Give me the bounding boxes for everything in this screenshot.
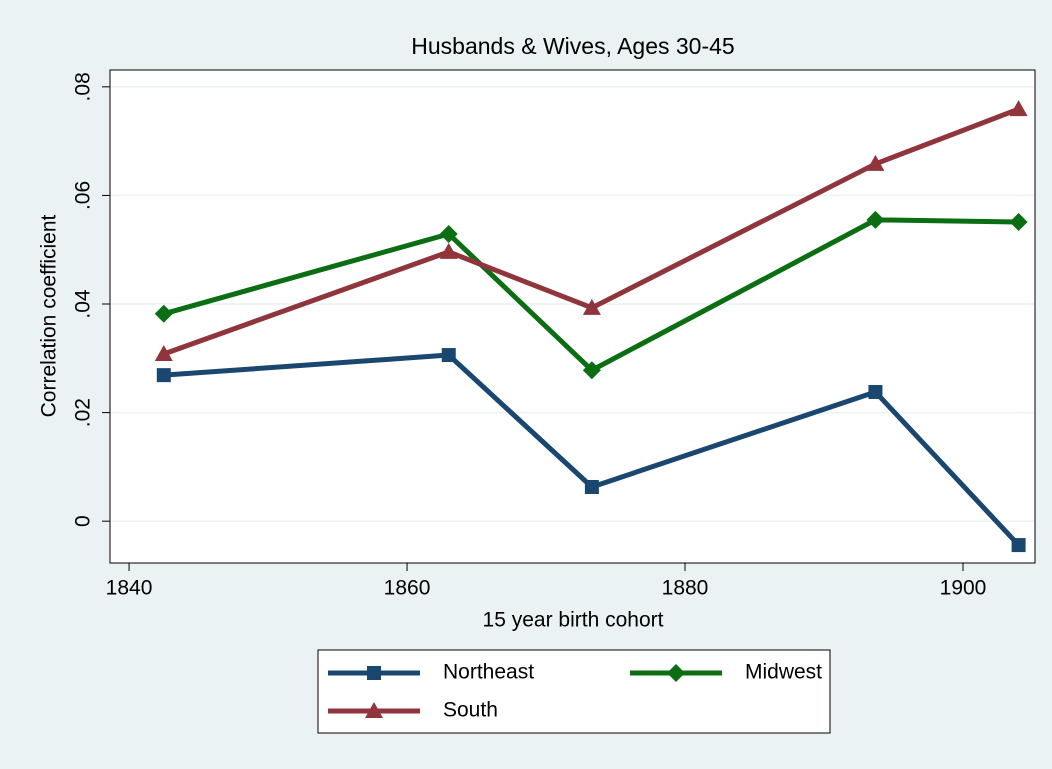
chart-title: Husbands & Wives, Ages 30-45 — [411, 33, 734, 59]
x-tick-label: 1900 — [940, 577, 987, 600]
legend-label: Midwest — [745, 661, 822, 684]
legend-marker — [367, 666, 381, 680]
x-tick-label: 1860 — [384, 577, 431, 600]
x-axis-label: 15 year birth cohort — [483, 609, 664, 632]
y-tick-label: .02 — [72, 398, 95, 427]
y-tick-label: 0 — [72, 515, 95, 527]
legend — [317, 649, 831, 734]
y-tick-label: .04 — [72, 289, 95, 319]
point — [866, 210, 885, 229]
legend-marker — [365, 702, 383, 718]
legend-label: South — [443, 699, 498, 722]
point — [582, 361, 601, 380]
point — [866, 154, 885, 171]
point — [439, 224, 458, 243]
point — [582, 298, 601, 315]
y-tick-label: .06 — [72, 181, 95, 210]
legend-marker — [667, 664, 685, 682]
point — [156, 368, 171, 383]
point — [439, 242, 458, 259]
point — [1009, 213, 1028, 232]
point — [1011, 538, 1026, 553]
point — [868, 384, 883, 399]
point — [441, 348, 456, 363]
y-axis-label: Correlation coefficient — [38, 214, 61, 417]
y-tick-label: .08 — [72, 72, 95, 101]
point — [154, 344, 173, 361]
x-tick-label: 1840 — [106, 577, 153, 600]
x-tick-label: 1880 — [662, 577, 709, 600]
point — [154, 304, 173, 323]
legend-label: Northeast — [443, 661, 534, 684]
plot-area — [109, 69, 1036, 564]
point — [1009, 100, 1028, 117]
point — [584, 479, 599, 494]
